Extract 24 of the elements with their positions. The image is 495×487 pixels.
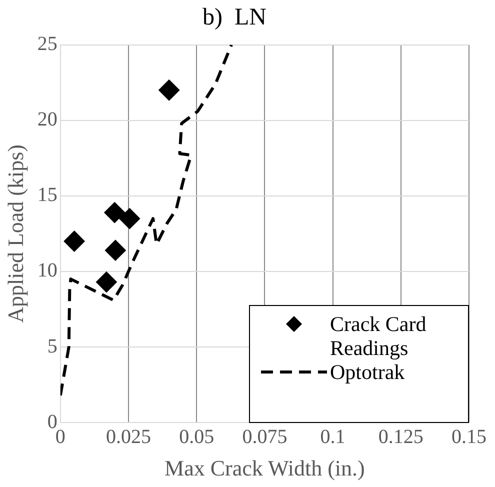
point [96,272,117,293]
point [119,208,140,230]
x-tick-label: 0.05 [179,426,214,448]
x-axis-title: Max Crack Width (in.) [164,456,365,481]
y-tick-label: 15 [37,184,58,206]
y-tick-label: 5 [47,335,58,358]
legend-label: Optotrak [330,360,405,384]
x-tick-label: 0.15 [452,426,486,448]
point [158,80,180,101]
y-axis-title: Applied Load (kips) [2,144,28,323]
legend-label: Crack Card Readings [330,312,428,360]
x-tick-label: 0.1 [320,426,346,448]
y-tick-label: 10 [37,260,58,282]
x-tick-label: 0.125 [378,426,424,448]
y-tick-label: 20 [37,108,58,131]
x-tick-label: 0.025 [106,426,151,448]
chart-title: b) LN [202,4,266,31]
x-tick-label: 0.075 [242,426,288,448]
y-tick-label: 0 [47,410,58,433]
y-tick-label: 25 [37,33,58,56]
point [64,230,85,252]
point [104,240,126,261]
line-series [60,44,233,397]
point [104,202,126,224]
